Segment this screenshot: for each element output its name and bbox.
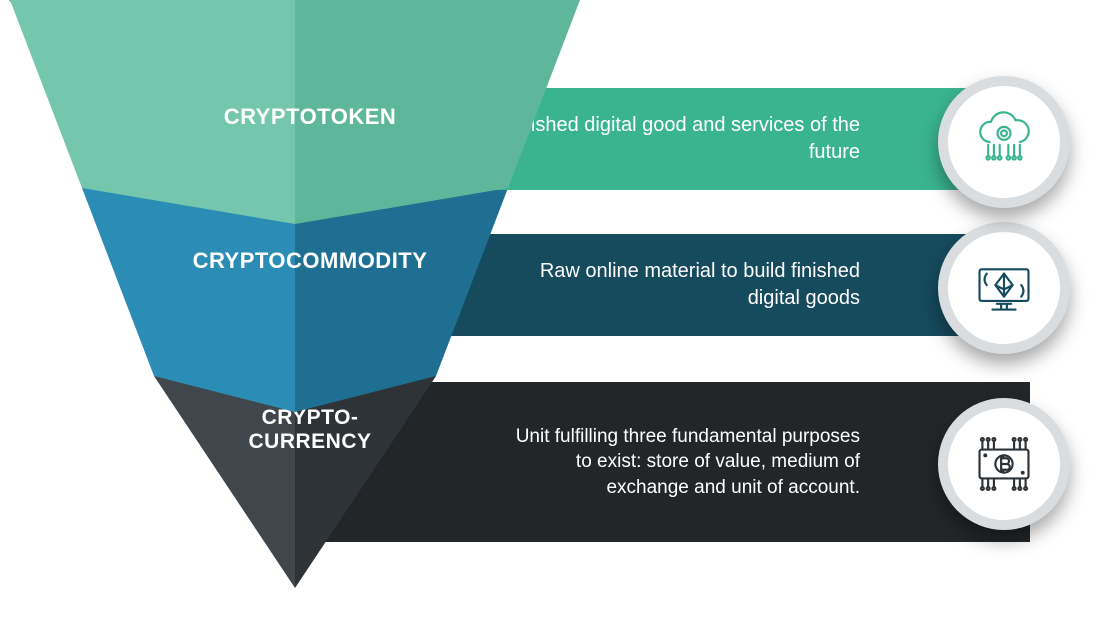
icon-circle-cryptocurrency [938, 398, 1070, 530]
funnel-segment-cryptotoken [10, 0, 580, 260]
title-cryptotoken: CRYPTOTOKEN [180, 104, 440, 130]
icon-circle-cryptocommodity [938, 222, 1070, 354]
desc-text-cryptocommodity: Raw online material to build finished di… [500, 258, 860, 312]
icon-circle-cryptotoken [938, 76, 1070, 208]
cloud-circuit-icon [968, 106, 1040, 178]
desc-text-cryptocurrency: Unit fulfilling three fundamental purpos… [500, 424, 860, 501]
banknote-bitcoin-icon [968, 428, 1040, 500]
screen-eth-icon [968, 252, 1040, 324]
funnel-infographic: Unit fulfilling three fundamental purpos… [0, 0, 1104, 627]
